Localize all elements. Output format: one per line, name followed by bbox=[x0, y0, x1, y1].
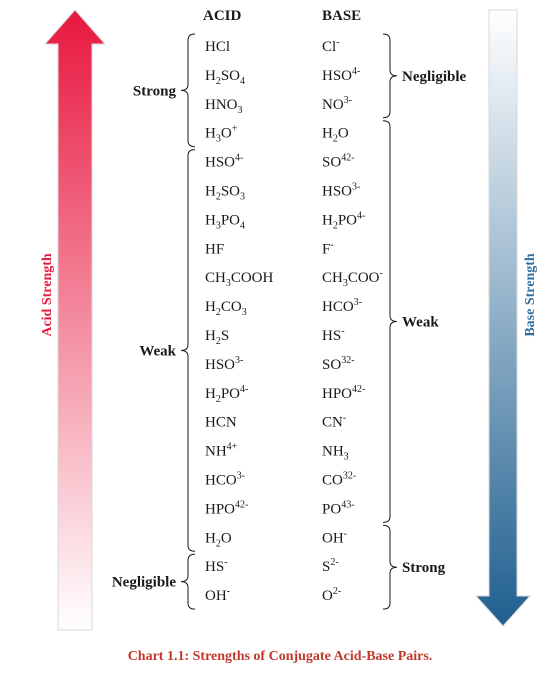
group-braces: Strong Weak Negligible Negligible Weak Strong bbox=[112, 33, 467, 610]
acid-formula: OH- bbox=[205, 586, 230, 604]
acid-formula: HCO3- bbox=[205, 471, 245, 489]
acid-group-brace bbox=[180, 149, 196, 552]
base-formula: F- bbox=[322, 239, 334, 257]
acid-formula: H2​O bbox=[205, 530, 232, 549]
base-group-brace bbox=[382, 120, 398, 523]
base-formula: H2​PO4- bbox=[322, 210, 365, 231]
acid-formula: HPO42- bbox=[205, 499, 248, 517]
base-formula: O2- bbox=[322, 586, 341, 604]
acid-formula: HF bbox=[205, 241, 224, 257]
base-formula: SO42- bbox=[322, 153, 355, 171]
base-group-brace bbox=[382, 524, 398, 610]
base-formula: H2​O bbox=[322, 126, 349, 145]
acid-formula: NH4+ bbox=[205, 442, 238, 460]
base-formula: PO43- bbox=[322, 499, 355, 517]
acid-formula: HNO3​ bbox=[205, 97, 243, 116]
acid-formula: H3​O+ bbox=[205, 124, 238, 145]
base-formula: CH3​COO- bbox=[322, 268, 383, 289]
acid-group-label: Weak bbox=[139, 343, 176, 359]
chart-caption: Chart 1.1: Strengths of Conjugate Acid-B… bbox=[127, 649, 433, 664]
base-formula: HSO3- bbox=[322, 182, 360, 200]
base-group-label: Strong bbox=[402, 560, 446, 576]
base-formula: S2- bbox=[322, 557, 339, 575]
pair-rows: HCl Cl- H2​SO4​ HSO4- HNO3​ NO3- H3​O+ H2​O HSO4… bbox=[205, 37, 383, 604]
acid-formula: HCN bbox=[205, 415, 237, 431]
acid-column-header: ACID bbox=[203, 8, 242, 24]
base-formula: NO3- bbox=[322, 95, 352, 113]
base-formula: SO32- bbox=[322, 355, 355, 373]
base-group-label: Weak bbox=[402, 315, 439, 331]
base-column-header: BASE bbox=[322, 8, 361, 24]
acid-formula: HCl bbox=[205, 39, 230, 55]
acid-group-brace bbox=[180, 553, 196, 610]
base-formula: OH- bbox=[322, 528, 347, 546]
acid-group-label: Strong bbox=[133, 83, 177, 99]
acid-formula: H2​CO3​ bbox=[205, 299, 247, 318]
base-strength-label: Base Strength bbox=[523, 253, 538, 337]
acid-formula: H2​PO4- bbox=[205, 384, 248, 405]
base-group-brace bbox=[382, 33, 398, 119]
base-formula: CN- bbox=[322, 413, 346, 431]
acid-formula: H3​PO4​ bbox=[205, 212, 245, 231]
base-formula: HCO3- bbox=[322, 297, 362, 315]
base-formula: CO32- bbox=[322, 471, 356, 489]
base-formula: Cl- bbox=[322, 37, 340, 55]
acid-formula: H2​SO3​ bbox=[205, 184, 245, 203]
base-strength-arrow bbox=[474, 9, 532, 627]
base-formula: HS- bbox=[322, 326, 345, 344]
base-group-label: Negligible bbox=[402, 69, 467, 85]
acid-formula: HSO4- bbox=[205, 153, 243, 171]
acid-strength-label: Acid Strength bbox=[40, 253, 55, 337]
acid-formula: HSO3- bbox=[205, 355, 243, 373]
acid-group-brace bbox=[180, 33, 196, 148]
base-formula: NH3​ bbox=[322, 444, 349, 463]
acid-formula: CH3​COOH bbox=[205, 270, 274, 289]
acid-group-label: Negligible bbox=[112, 575, 177, 591]
base-formula: HSO4- bbox=[322, 66, 360, 84]
acid-formula: HS- bbox=[205, 557, 228, 575]
base-formula: HPO42- bbox=[322, 384, 365, 402]
acid-formula: H2​S bbox=[205, 328, 229, 347]
acid-strength-arrow bbox=[43, 9, 107, 631]
acid-formula: H2​SO4​ bbox=[205, 68, 245, 87]
